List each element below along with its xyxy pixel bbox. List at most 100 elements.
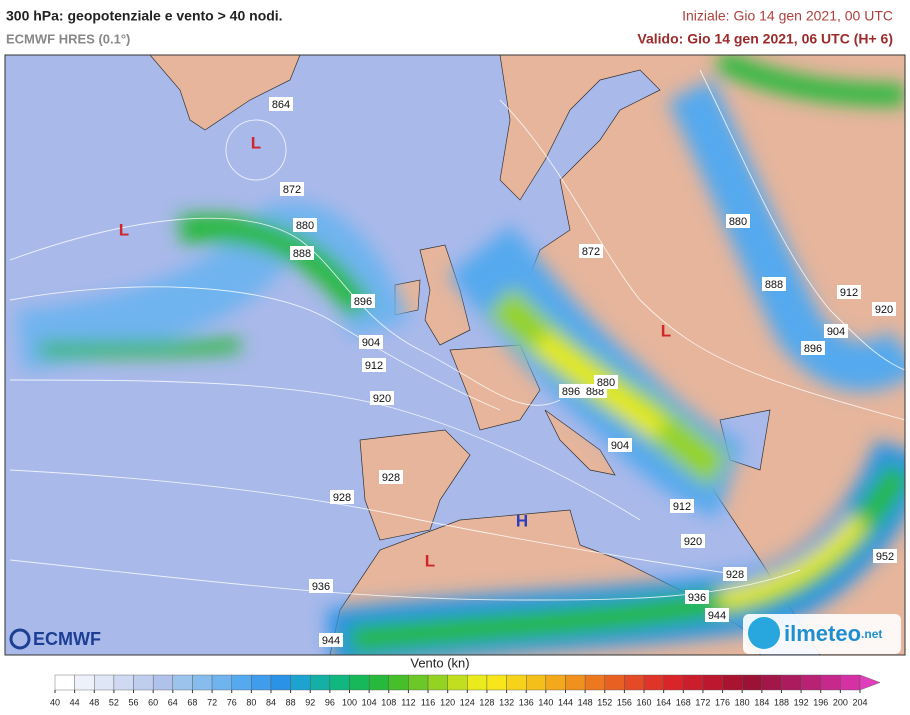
tick-label: 188 bbox=[774, 697, 789, 707]
contour-label-bg bbox=[280, 182, 304, 196]
contour-label: 872 bbox=[582, 246, 600, 258]
color-swatch bbox=[486, 674, 507, 691]
color-swatch bbox=[643, 674, 664, 691]
pressure-center: L bbox=[425, 551, 435, 570]
contour-label-bg bbox=[290, 246, 314, 260]
contour-label: 904 bbox=[611, 440, 629, 452]
tick-label: 108 bbox=[381, 697, 396, 707]
contour-label: 872 bbox=[283, 184, 301, 196]
color-swatch bbox=[565, 674, 586, 691]
contour-label-bg bbox=[608, 438, 632, 452]
color-swatch bbox=[506, 674, 527, 691]
ilmeteo-main: ilmeteo bbox=[784, 621, 861, 646]
tick-label: 68 bbox=[187, 697, 197, 707]
tick-label: 180 bbox=[735, 697, 750, 707]
contour-label-bg bbox=[681, 534, 705, 548]
tick-label: 140 bbox=[538, 697, 553, 707]
contour-label: 920 bbox=[373, 393, 391, 405]
color-swatch bbox=[251, 674, 272, 691]
valid-time: Valido: Gio 14 gen 2021, 06 UTC (H+ 6) bbox=[637, 31, 893, 47]
contour-label-bg bbox=[309, 579, 333, 593]
contour-label: 888 bbox=[765, 279, 783, 291]
tick-label: 128 bbox=[479, 697, 494, 707]
color-swatch bbox=[741, 674, 763, 691]
contour-label-bg bbox=[705, 608, 729, 622]
tick-label: 92 bbox=[305, 697, 315, 707]
contour-label: 904 bbox=[362, 337, 380, 349]
color-swatch bbox=[545, 674, 566, 691]
contour-label-bg bbox=[330, 490, 354, 504]
tick-label: 168 bbox=[676, 697, 691, 707]
ecmwf-text: ECMWF bbox=[33, 629, 101, 649]
contour-label: 936 bbox=[688, 592, 706, 604]
map bbox=[5, 55, 905, 655]
tick-label: 72 bbox=[207, 697, 217, 707]
color-swatch bbox=[722, 674, 743, 691]
tick-label: 48 bbox=[89, 697, 99, 707]
contour-label-bg bbox=[351, 294, 375, 308]
init-time: Iniziale: Gio 14 gen 2021, 00 UTC bbox=[682, 8, 893, 24]
tick-label: 88 bbox=[286, 697, 296, 707]
contour-label: 944 bbox=[322, 635, 340, 647]
contour-label-bg bbox=[362, 358, 386, 372]
color-swatch bbox=[427, 674, 448, 691]
color-swatch bbox=[270, 674, 291, 691]
ecmwf-icon bbox=[9, 628, 31, 650]
contour-label: 920 bbox=[875, 304, 893, 316]
tick-label: 76 bbox=[227, 697, 237, 707]
contour-label: 904 bbox=[827, 326, 845, 338]
pressure-center: L bbox=[119, 220, 129, 239]
tick-label: 100 bbox=[342, 697, 357, 707]
color-swatch bbox=[467, 674, 488, 691]
contour-label: 880 bbox=[729, 216, 747, 228]
color-swatch bbox=[290, 674, 311, 691]
tick-label: 144 bbox=[558, 697, 573, 707]
tick-label: 156 bbox=[617, 697, 632, 707]
contour-label-bg bbox=[293, 218, 317, 232]
contour-label: 928 bbox=[333, 492, 351, 504]
contour-label: 936 bbox=[312, 581, 330, 593]
tick-label: 84 bbox=[266, 697, 276, 707]
tick-label: 152 bbox=[597, 697, 612, 707]
tick-label: 160 bbox=[637, 697, 652, 707]
contour-label: 888 bbox=[293, 248, 311, 260]
ilmeteo-icon bbox=[748, 617, 780, 649]
color-swatch bbox=[859, 674, 881, 691]
contour-label: 880 bbox=[296, 220, 314, 232]
contour-label-bg bbox=[370, 391, 394, 405]
tick-label: 172 bbox=[695, 697, 710, 707]
contour-label-bg bbox=[670, 499, 694, 513]
tick-label: 116 bbox=[421, 697, 435, 707]
contour-label: 952 bbox=[876, 551, 894, 563]
color-swatch bbox=[663, 674, 684, 691]
contour-label-bg bbox=[872, 302, 896, 316]
contour-label-bg bbox=[319, 633, 343, 647]
contour-label-bg bbox=[762, 277, 786, 291]
color-swatch bbox=[840, 674, 861, 691]
legend-title: Vento (kn) bbox=[410, 655, 469, 670]
contour-label: 880 bbox=[597, 377, 615, 389]
contour-label-bg bbox=[726, 214, 750, 228]
contour-label: 896 bbox=[804, 343, 822, 355]
color-swatch bbox=[781, 674, 802, 691]
color-swatch bbox=[152, 674, 174, 691]
color-swatch bbox=[54, 674, 75, 691]
contour-label: 864 bbox=[272, 99, 290, 111]
tick-label: 132 bbox=[499, 697, 514, 707]
tick-label: 40 bbox=[50, 697, 60, 707]
color-swatch bbox=[349, 674, 370, 691]
ilmeteo-box bbox=[743, 614, 901, 654]
pressure-center: L bbox=[661, 321, 671, 340]
color-swatch bbox=[231, 674, 252, 691]
tick-label: 104 bbox=[362, 697, 377, 707]
color-swatch bbox=[526, 674, 547, 691]
tick-label: 148 bbox=[578, 697, 593, 707]
contour-label: 928 bbox=[382, 472, 400, 484]
tick-label: 112 bbox=[401, 697, 415, 707]
contour-label-bg bbox=[824, 324, 848, 338]
contour-label-bg bbox=[685, 590, 709, 604]
tick-label: 200 bbox=[833, 697, 848, 707]
tick-label: 96 bbox=[325, 697, 335, 707]
